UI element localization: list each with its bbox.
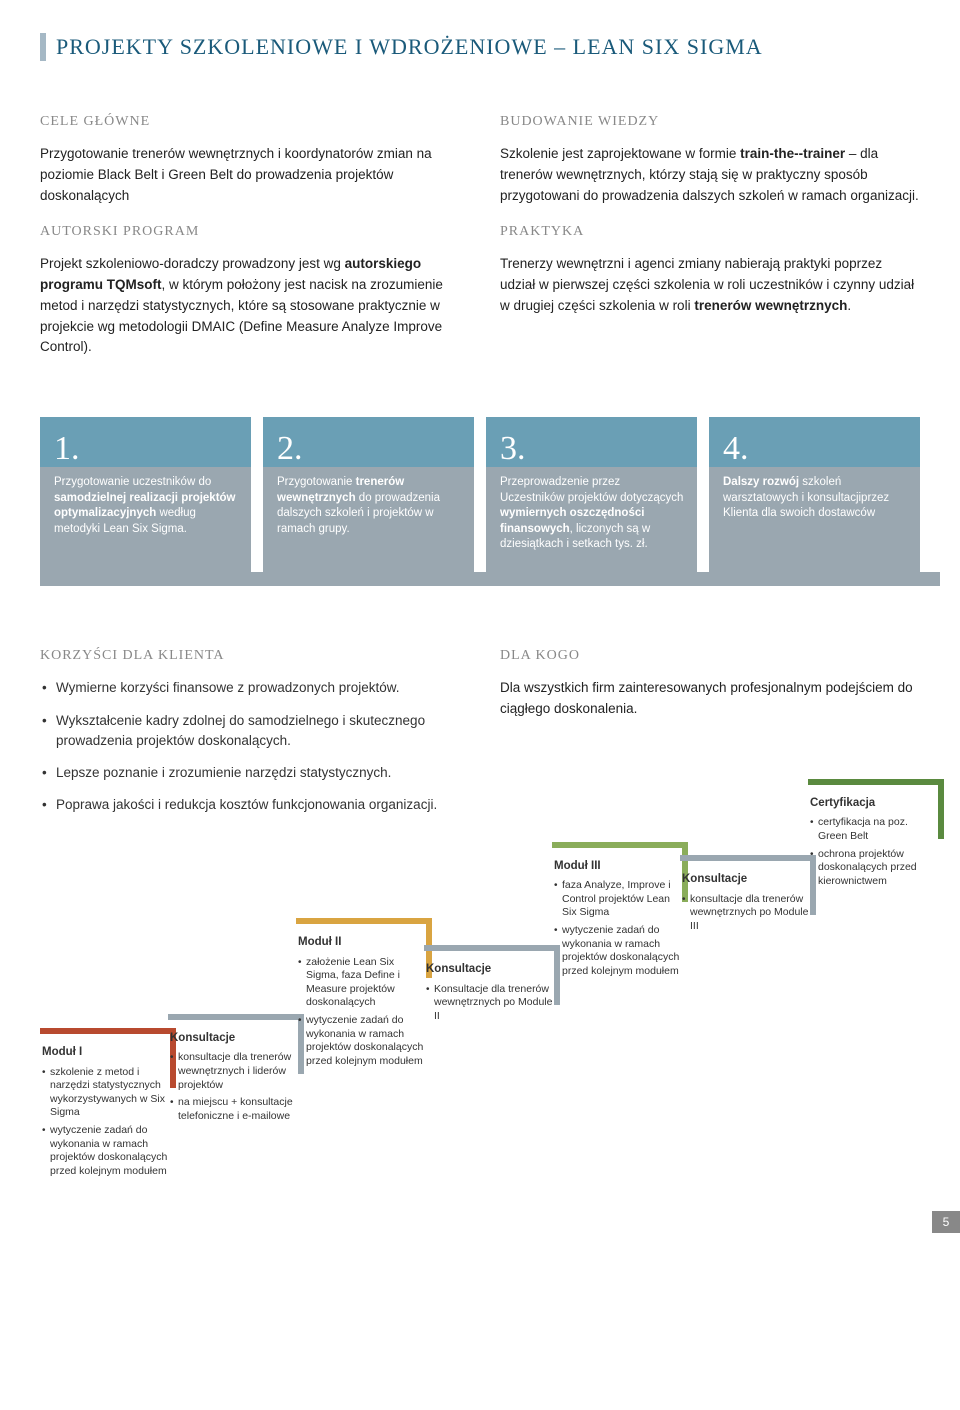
stair-label: Certyfikacja xyxy=(810,795,938,812)
text-bold: train-the--trainer xyxy=(740,146,845,161)
step-card: 3.Przeprowadzenie przez Uczestników proj… xyxy=(486,417,697,572)
heading-cele-glowne: CELE GŁÓWNE xyxy=(40,111,460,132)
benefit-item: Lepsze poznanie i zrozumienie narzędzi s… xyxy=(40,763,460,783)
benefit-item: Wymierne korzyści finansowe z prowadzony… xyxy=(40,678,460,698)
benefits-list: Wymierne korzyści finansowe z prowadzony… xyxy=(40,678,460,815)
text-span: Projekt szkoleniowo-doradczy prowadzony … xyxy=(40,256,345,271)
text-cele-glowne: Przygotowanie trenerów wewnętrznych i ko… xyxy=(40,144,460,207)
stair-item: na miejscu + konsultacje telefoniczne i … xyxy=(168,1096,298,1123)
heading-korzysci: KORZYŚCI DLA KLIENTA xyxy=(40,645,460,666)
step-number: 1. xyxy=(40,417,251,467)
step-connector xyxy=(709,572,940,586)
stair-items: certyfikacja na poz. Green Belt ochrona p… xyxy=(808,816,938,888)
step-number: 3. xyxy=(486,417,697,467)
stair-step: .sb512:after{background:#8aad5a !importa… xyxy=(552,842,682,983)
steps-diagram: 1.Przygotowanie uczestników do samodziel… xyxy=(40,417,920,572)
step-text: Przeprowadzenie przez Uczestników projek… xyxy=(486,467,697,572)
stair-bar: .sb0:after{background:#b84a2f !important… xyxy=(40,1028,170,1034)
right-column: BUDOWANIE WIEDZY Szkolenie jest zaprojek… xyxy=(500,103,920,372)
step-number: 4. xyxy=(709,417,920,467)
stair-step: .sb640:after{background:#9aa7b0 !importa… xyxy=(680,855,810,937)
stair-bar: .sb768:after{background:#5a8a3f !importa… xyxy=(808,779,938,785)
stair-item: wytyczenie zadań do wykonania w ramach p… xyxy=(296,1014,426,1069)
step-card: 1.Przygotowanie uczestników do samodziel… xyxy=(40,417,251,572)
title-bar: PROJEKTY SZKOLENIOWE I WDROŻENIOWE – LEA… xyxy=(40,30,920,63)
text-span: . xyxy=(847,298,851,313)
stair-step: .sb384:after{background:#9aa7b0 !importa… xyxy=(424,945,554,1027)
stair-step: .sb768:after{background:#5a8a3f !importa… xyxy=(808,779,938,892)
stair-label: Moduł I xyxy=(42,1044,170,1061)
stair-item: konsultacje dla trenerów wewnętrznych po… xyxy=(680,893,810,934)
stair-item: ochrona projektów doskonalących przed ki… xyxy=(808,848,938,889)
benefits-column: KORZYŚCI DLA KLIENTA Wymierne korzyści f… xyxy=(40,637,460,827)
stair-item: wytyczenie zadań do wykonania w ramach p… xyxy=(552,924,682,979)
intro-columns: CELE GŁÓWNE Przygotowanie trenerów wewnę… xyxy=(40,103,920,372)
benefits-columns: KORZYŚCI DLA KLIENTA Wymierne korzyści f… xyxy=(40,637,920,827)
step-card: 4.Dalszy rozwój szkoleń warsztatowych i … xyxy=(709,417,920,572)
step-connector xyxy=(486,572,717,586)
step-text: Przygotowanie trenerów wewnętrznych do p… xyxy=(263,467,474,572)
step-connector xyxy=(40,572,271,586)
stair-item: szkolenie z metod i narzędzi statystyczn… xyxy=(40,1066,170,1121)
stair-item: wytyczenie zadań do wykonania w ramach p… xyxy=(40,1124,170,1179)
stair-label: Konsultacje xyxy=(682,871,810,888)
stair-item: założenie Lean Six Sigma, faza Define i … xyxy=(296,956,426,1011)
text-bold: trenerów wewnętrznych xyxy=(694,298,847,313)
stair-item: Konsultacje dla trenerów wewnętrznych po… xyxy=(424,983,554,1024)
heading-autorski-program: AUTORSKI PROGRAM xyxy=(40,221,460,242)
stair-label: Konsultacje xyxy=(426,961,554,978)
left-column: CELE GŁÓWNE Przygotowanie trenerów wewnę… xyxy=(40,103,460,372)
text-budowanie-wiedzy: Szkolenie jest zaprojektowane w formie t… xyxy=(500,144,920,207)
text-dla-kogo: Dla wszystkich firm zainteresowanych pro… xyxy=(500,678,920,720)
text-praktyka: Trenerzy wewnętrzni i agenci zmiany nabi… xyxy=(500,254,920,317)
text-span: Szkolenie jest zaprojektowane w formie xyxy=(500,146,740,161)
stair-item: faza Analyze, Improve i Control projektó… xyxy=(552,879,682,920)
stair-items: szkolenie z metod i narzędzi statystyczn… xyxy=(40,1066,170,1179)
stair-label: Moduł III xyxy=(554,858,682,875)
stair-items: założenie Lean Six Sigma, faza Define i … xyxy=(296,956,426,1069)
stair-step: .sb128:after{background:#9aa7b0 !importa… xyxy=(168,1014,298,1127)
page-title: PROJEKTY SZKOLENIOWE I WDROŻENIOWE – LEA… xyxy=(56,30,763,63)
stair-bar: .sb384:after{background:#9aa7b0 !importa… xyxy=(424,945,554,951)
step-number: 2. xyxy=(263,417,474,467)
stair-items: faza Analyze, Improve i Control projektó… xyxy=(552,879,682,978)
title-accent-bar xyxy=(40,33,46,61)
page-number: 5 xyxy=(932,1211,960,1233)
stair-bar: .sb256:after{background:#d9a441 !importa… xyxy=(296,918,426,924)
benefit-item: Poprawa jakości i redukcja kosztów funkc… xyxy=(40,795,460,815)
stair-bar: .sb512:after{background:#8aad5a !importa… xyxy=(552,842,682,848)
stair-item: konsultacje dla trenerów wewnętrznych i … xyxy=(168,1051,298,1092)
benefit-item: Wykształcenie kadry zdolnej do samodziel… xyxy=(40,711,460,752)
stair-items: konsultacje dla trenerów wewnętrznych i … xyxy=(168,1051,298,1123)
heading-praktyka: PRAKTYKA xyxy=(500,221,920,242)
stair-step: .sb0:after{background:#b84a2f !important… xyxy=(40,1028,170,1182)
stair-bar: .sb128:after{background:#9aa7b0 !importa… xyxy=(168,1014,298,1020)
stair-item: certyfikacja na poz. Green Belt xyxy=(808,816,938,843)
heading-dla-kogo: DLA KOGO xyxy=(500,645,920,666)
step-text: Dalszy rozwój szkoleń warsztatowych i ko… xyxy=(709,467,920,572)
heading-budowanie-wiedzy: BUDOWANIE WIEDZY xyxy=(500,111,920,132)
stair-items: Konsultacje dla trenerów wewnętrznych po… xyxy=(424,983,554,1024)
stair-step: .sb256:after{background:#d9a441 !importa… xyxy=(296,918,426,1072)
step-card: 2.Przygotowanie trenerów wewnętrznych do… xyxy=(263,417,474,572)
step-text: Przygotowanie uczestników do samodzielne… xyxy=(40,467,251,572)
stair-label: Moduł II xyxy=(298,934,426,951)
text-autorski-program: Projekt szkoleniowo-doradczy prowadzony … xyxy=(40,254,460,359)
stair-bar: .sb640:after{background:#9aa7b0 !importa… xyxy=(680,855,810,861)
step-connector xyxy=(263,572,494,586)
stair-label: Konsultacje xyxy=(170,1030,298,1047)
stair-items: konsultacje dla trenerów wewnętrznych po… xyxy=(680,893,810,934)
staircase-diagram: .sb0:after{background:#b84a2f !important… xyxy=(40,853,920,1183)
